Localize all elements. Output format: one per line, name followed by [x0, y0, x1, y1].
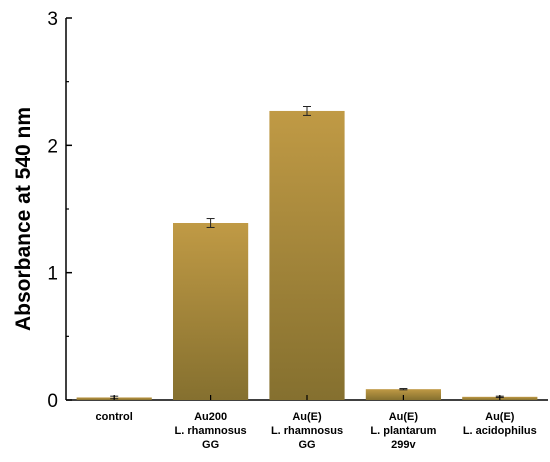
x-category-label: GG	[298, 439, 315, 451]
bar	[173, 223, 249, 400]
y-tick-label: 2	[47, 136, 58, 157]
y-tick-label: 3	[47, 9, 58, 30]
y-tick-label: 0	[47, 391, 58, 412]
x-category-label: Au(E)	[292, 411, 322, 423]
x-category-label: L. rhamnosus	[271, 425, 343, 437]
x-category-label: L. acidophilus	[463, 425, 537, 437]
x-category-label: control	[96, 411, 133, 423]
x-category-label: Au(E)	[485, 411, 515, 423]
x-category-label: 299v	[391, 439, 416, 451]
x-category-label: L. rhamnosus	[175, 425, 247, 437]
bar	[269, 110, 345, 400]
x-category-label: GG	[202, 439, 219, 451]
y-axis-label: Absorbance at 540 nm	[12, 107, 35, 331]
x-category-label: L. plantarum	[370, 425, 436, 437]
x-category-label: Au(E)	[389, 411, 419, 423]
y-tick-label: 1	[47, 264, 58, 285]
bar	[365, 389, 441, 400]
x-category-label: Au200	[194, 411, 227, 423]
